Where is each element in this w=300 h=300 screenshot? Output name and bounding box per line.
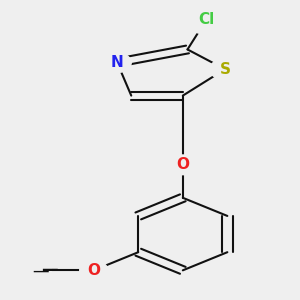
Text: —: — — [33, 261, 49, 279]
Circle shape — [169, 155, 197, 175]
Text: —: — — [41, 261, 58, 279]
Circle shape — [210, 58, 240, 80]
Text: S: S — [220, 62, 230, 77]
Text: N: N — [111, 55, 124, 70]
Text: O: O — [87, 263, 100, 278]
Text: O: O — [176, 157, 189, 172]
Circle shape — [186, 5, 227, 34]
Text: Cl: Cl — [198, 12, 214, 27]
Circle shape — [80, 260, 108, 280]
Circle shape — [103, 53, 131, 73]
